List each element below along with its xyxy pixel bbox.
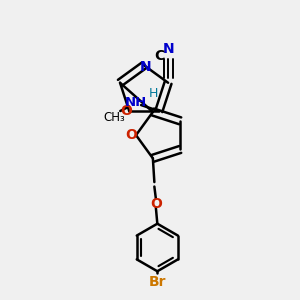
Text: CH₃: CH₃ <box>103 111 125 124</box>
Text: N: N <box>162 42 174 56</box>
Text: Br: Br <box>148 275 166 289</box>
Text: N: N <box>140 60 152 74</box>
Text: O: O <box>126 128 137 142</box>
Text: H: H <box>148 87 158 100</box>
Text: O: O <box>120 104 132 118</box>
Text: NH: NH <box>125 96 147 109</box>
Text: O: O <box>150 197 162 212</box>
Text: C: C <box>154 49 165 63</box>
